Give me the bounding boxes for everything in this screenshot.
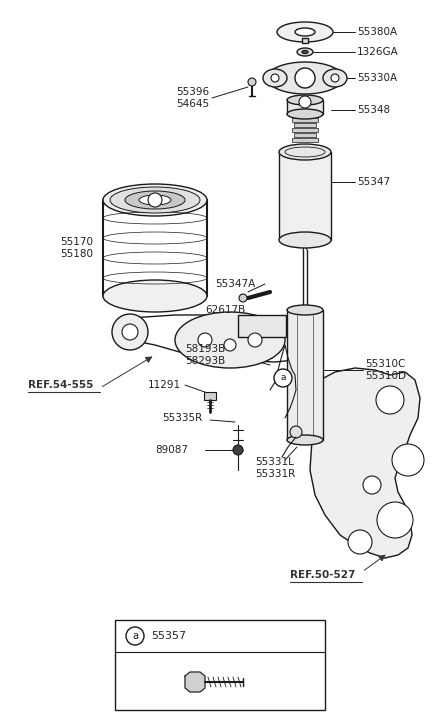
Bar bbox=[115, 620, 325, 710]
Ellipse shape bbox=[110, 187, 200, 213]
Text: REF.50-527: REF.50-527 bbox=[290, 570, 355, 580]
Ellipse shape bbox=[279, 144, 331, 160]
Polygon shape bbox=[310, 368, 420, 558]
Circle shape bbox=[233, 445, 243, 455]
Text: 55380A: 55380A bbox=[357, 27, 397, 37]
Text: 55330A: 55330A bbox=[357, 73, 397, 83]
Text: 55310C
55310D: 55310C 55310D bbox=[365, 359, 406, 381]
Bar bbox=[292, 138, 318, 142]
Circle shape bbox=[112, 314, 148, 350]
Ellipse shape bbox=[287, 95, 323, 105]
Circle shape bbox=[198, 333, 212, 347]
Bar bbox=[287, 310, 323, 440]
Bar bbox=[287, 100, 323, 114]
Text: 1326GA: 1326GA bbox=[357, 47, 399, 57]
Ellipse shape bbox=[295, 28, 315, 36]
Bar bbox=[292, 128, 318, 132]
Ellipse shape bbox=[287, 305, 323, 315]
Text: 11291: 11291 bbox=[148, 380, 181, 390]
Circle shape bbox=[224, 339, 236, 351]
Circle shape bbox=[299, 96, 311, 108]
Ellipse shape bbox=[302, 50, 308, 54]
Text: 58193B
58293B: 58193B 58293B bbox=[185, 344, 225, 366]
Ellipse shape bbox=[125, 191, 185, 209]
Polygon shape bbox=[185, 672, 205, 692]
Ellipse shape bbox=[103, 184, 207, 216]
Circle shape bbox=[148, 193, 162, 207]
Circle shape bbox=[122, 324, 138, 340]
Circle shape bbox=[274, 369, 292, 387]
Bar bbox=[294, 123, 316, 127]
Ellipse shape bbox=[139, 195, 171, 205]
Circle shape bbox=[363, 476, 381, 494]
Ellipse shape bbox=[267, 62, 343, 94]
Text: 89087: 89087 bbox=[155, 445, 188, 455]
Circle shape bbox=[348, 530, 372, 554]
Text: 55348: 55348 bbox=[357, 105, 390, 115]
Circle shape bbox=[376, 386, 404, 414]
Text: 55335R: 55335R bbox=[162, 413, 202, 423]
Bar bbox=[238, 315, 286, 337]
Circle shape bbox=[248, 78, 256, 86]
Ellipse shape bbox=[263, 69, 287, 87]
Ellipse shape bbox=[287, 109, 323, 119]
Text: 55357: 55357 bbox=[151, 631, 186, 641]
Circle shape bbox=[126, 627, 144, 645]
Circle shape bbox=[239, 294, 247, 302]
Circle shape bbox=[271, 74, 279, 82]
Text: a: a bbox=[132, 631, 138, 641]
Ellipse shape bbox=[277, 22, 333, 42]
Ellipse shape bbox=[103, 280, 207, 312]
Circle shape bbox=[290, 426, 302, 438]
Text: a: a bbox=[280, 374, 286, 382]
Text: 55170
55180: 55170 55180 bbox=[60, 237, 93, 259]
Circle shape bbox=[392, 444, 424, 476]
Text: 55347A: 55347A bbox=[215, 279, 255, 289]
Ellipse shape bbox=[279, 232, 331, 248]
Text: 55347: 55347 bbox=[357, 177, 390, 187]
Text: 55331L
55331R: 55331L 55331R bbox=[255, 457, 295, 479]
Bar bbox=[294, 133, 316, 137]
Ellipse shape bbox=[287, 435, 323, 445]
Ellipse shape bbox=[323, 69, 347, 87]
Bar bbox=[302, 38, 308, 43]
Bar bbox=[279, 152, 331, 240]
Text: 62617B: 62617B bbox=[205, 305, 245, 315]
Ellipse shape bbox=[297, 48, 313, 56]
Circle shape bbox=[331, 74, 339, 82]
Text: REF.54-555: REF.54-555 bbox=[28, 380, 93, 390]
Bar bbox=[292, 118, 318, 122]
Circle shape bbox=[377, 502, 413, 538]
Text: 55396
54645: 55396 54645 bbox=[176, 87, 209, 109]
Circle shape bbox=[295, 68, 315, 88]
Circle shape bbox=[248, 333, 262, 347]
Bar bbox=[204, 392, 216, 400]
Ellipse shape bbox=[175, 312, 285, 368]
